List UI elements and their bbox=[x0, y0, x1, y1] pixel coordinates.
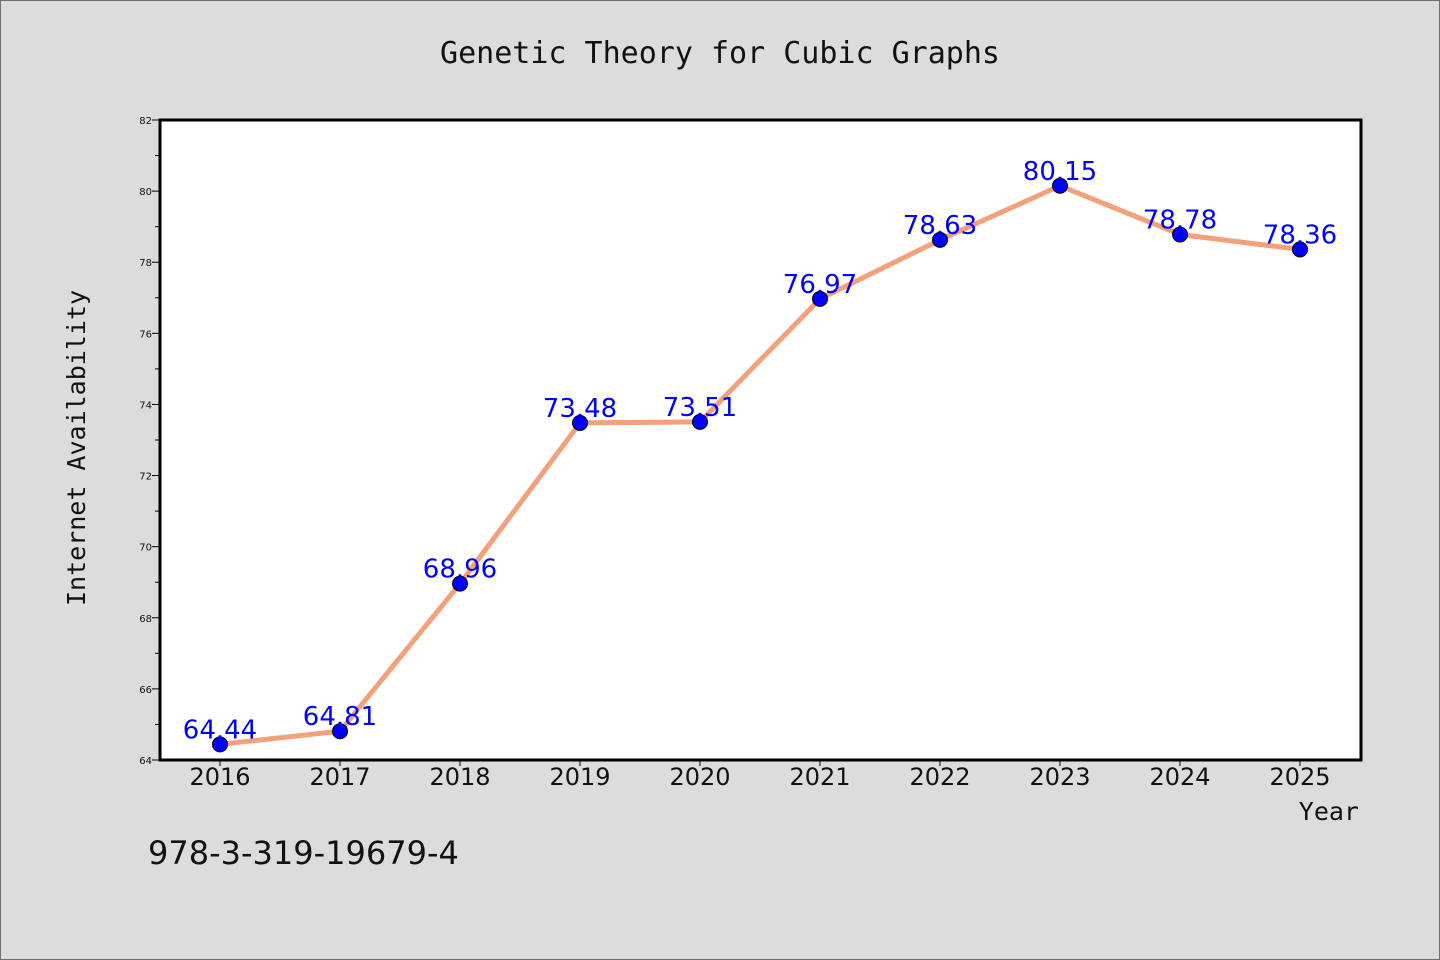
x-tick-label: 2019 bbox=[549, 763, 610, 791]
y-tick-label: 68 bbox=[139, 614, 152, 625]
y-tick-label: 80 bbox=[139, 187, 152, 198]
data-label: 73.48 bbox=[543, 394, 617, 424]
y-tick-label: 70 bbox=[139, 543, 152, 554]
data-point bbox=[332, 723, 348, 740]
y-tick-label: 66 bbox=[139, 685, 152, 696]
x-tick-label: 2021 bbox=[789, 763, 850, 791]
x-tick-label: 2018 bbox=[429, 763, 490, 791]
x-tick-label: 2025 bbox=[1269, 763, 1330, 791]
y-axis: 64 66 68 70 72 74 76 78 80 82 bbox=[139, 116, 160, 767]
data-point bbox=[692, 413, 708, 430]
data-label: 64.44 bbox=[183, 715, 257, 745]
data-label-layer: 64.44 64.81 68.96 73.48 73.51 76.97 78.63 80.15… bbox=[183, 157, 1337, 746]
chart-title: Genetic Theory for Cubic Graphs bbox=[440, 36, 1000, 71]
series-layer bbox=[212, 177, 1308, 753]
data-point bbox=[1052, 177, 1068, 194]
data-label: 78.78 bbox=[1143, 205, 1217, 235]
x-axis-label: Year bbox=[1299, 797, 1359, 826]
data-label: 64.81 bbox=[303, 702, 377, 732]
data-point bbox=[932, 231, 948, 248]
data-point bbox=[452, 575, 468, 592]
data-label: 76.97 bbox=[783, 270, 857, 300]
data-label: 73.51 bbox=[663, 393, 737, 423]
data-point bbox=[212, 736, 228, 753]
data-point bbox=[1172, 226, 1188, 243]
y-tick-label: 72 bbox=[139, 472, 152, 483]
x-tick-label: 2022 bbox=[909, 763, 970, 791]
y-axis-label: Internet Availability bbox=[62, 290, 91, 606]
x-tick-label: 2016 bbox=[189, 763, 250, 791]
x-tick-label: 2024 bbox=[1149, 763, 1210, 791]
data-label: 78.63 bbox=[903, 211, 977, 241]
footer-code: 978-3-319-19679-4 bbox=[148, 834, 459, 872]
data-point bbox=[572, 414, 588, 431]
x-axis: 2016 2017 2018 2019 2020 2021 2022 2023 2024 2025 bbox=[189, 760, 1331, 791]
data-point bbox=[812, 290, 828, 307]
y-tick-label: 82 bbox=[139, 116, 152, 127]
data-point bbox=[1292, 241, 1308, 258]
data-label: 68.96 bbox=[423, 555, 497, 585]
y-tick-label: 76 bbox=[139, 329, 152, 340]
y-tick-label: 78 bbox=[139, 258, 152, 269]
y-tick-label: 64 bbox=[139, 756, 152, 767]
x-tick-label: 2023 bbox=[1029, 763, 1090, 791]
series-line bbox=[217, 183, 1303, 747]
x-tick-label: 2017 bbox=[309, 763, 370, 791]
x-tick-label: 2020 bbox=[669, 763, 730, 791]
data-label: 80.15 bbox=[1023, 157, 1097, 187]
data-label: 78.36 bbox=[1263, 220, 1337, 250]
y-tick-label: 74 bbox=[139, 400, 152, 411]
